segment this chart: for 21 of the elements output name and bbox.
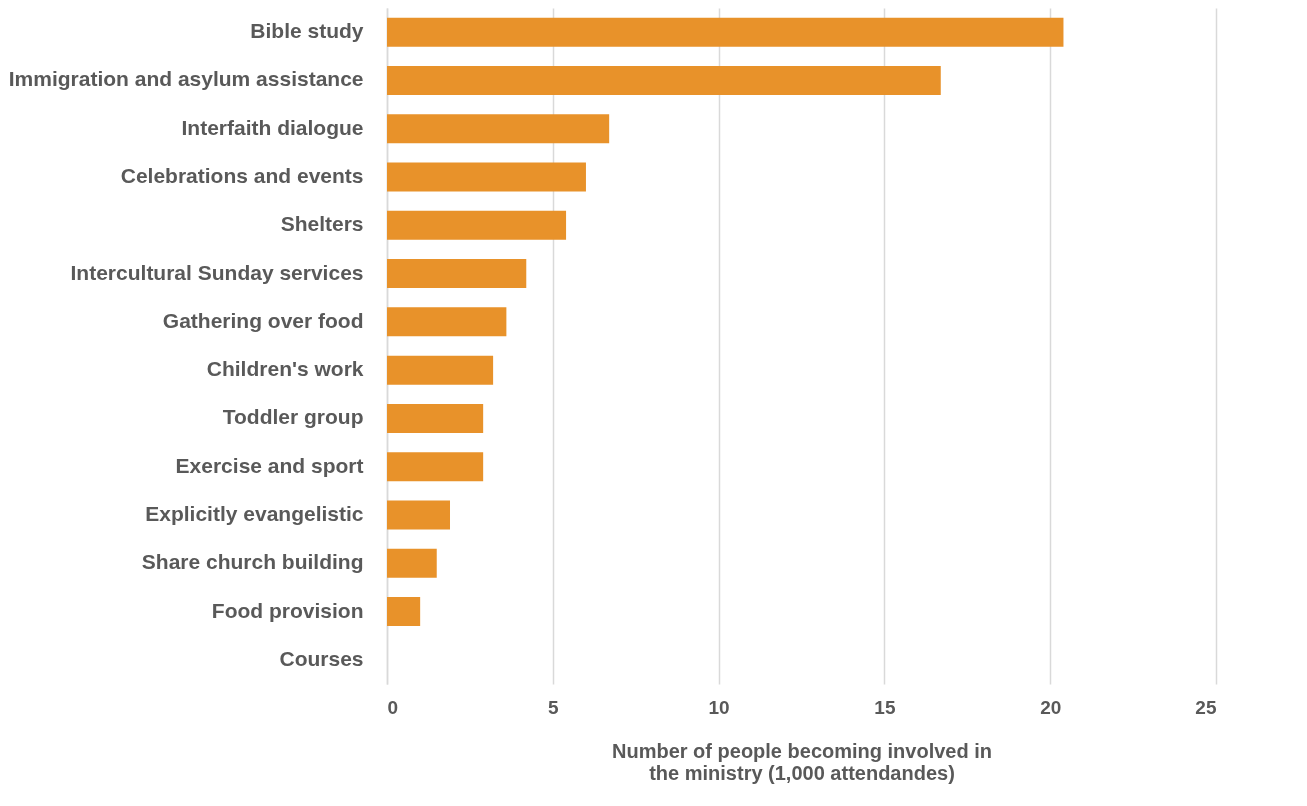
y-tick-label: Exercise and sport [175, 453, 364, 477]
y-tick-label: Immigration and asylum assistance [8, 67, 364, 91]
y-tick-label: Food provision [211, 598, 364, 622]
x-tick-label: 25 [1195, 696, 1217, 718]
x-axis-title: Number of people becoming involved in the ministry (1,000 attendandes) [611, 739, 993, 784]
y-tick-label: Shelters [280, 212, 364, 236]
y-tick-label: Bible study [250, 19, 364, 43]
y-tick-label: Children's work [206, 357, 364, 381]
x-tick-label: 15 [874, 696, 896, 718]
x-tick-label: 5 [548, 696, 560, 718]
y-tick-label: Courses [279, 646, 364, 670]
y-tick-label: Share church building [141, 550, 364, 574]
y-tick-label: Gathering over food [162, 308, 364, 332]
x-tick-label: 0 [387, 696, 399, 718]
y-tick-label: Explicitly evangelistic [145, 502, 364, 525]
y-tick-label: Celebrations and events [120, 164, 364, 187]
x-tick-label: 10 [708, 696, 730, 718]
y-tick-label: Toddler group [222, 405, 364, 429]
x-tick-label: 20 [1040, 696, 1062, 718]
y-tick-label: Intercultural Sunday services [70, 260, 364, 284]
y-tick-label: Interfaith dialogue [181, 115, 364, 139]
